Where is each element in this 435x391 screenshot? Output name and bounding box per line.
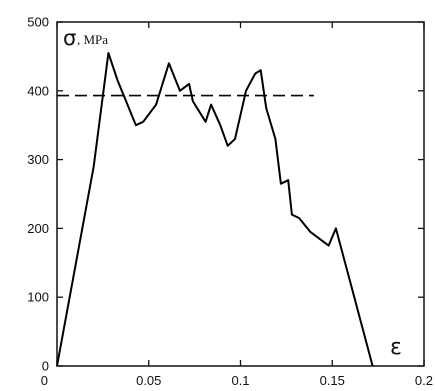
y-tick-label: 300 <box>27 152 49 167</box>
y-tick-labels: 0 100 200 300 400 500 <box>27 15 49 374</box>
x-tick-label: 0.1 <box>231 373 249 388</box>
y-axis-title-unit: , MPa <box>77 32 108 47</box>
x-tick-label: 0 <box>41 373 48 388</box>
y-tick-label: 400 <box>27 83 49 98</box>
y-tick-label: 0 <box>42 359 49 374</box>
x-tick-label: 0.05 <box>136 373 161 388</box>
y-tick-label: 100 <box>27 290 49 305</box>
y-tick-label: 500 <box>27 15 49 30</box>
y-tick-label: 200 <box>27 221 49 236</box>
tick-marks <box>56 21 425 367</box>
x-tick-label: 0.15 <box>320 373 345 388</box>
x-tick-label: 0.2 <box>415 373 433 388</box>
x-axis-title: ε <box>390 335 402 360</box>
x-tick-labels: 0 0.05 0.1 0.15 0.2 <box>41 373 433 388</box>
stress-strain-curve <box>56 52 374 367</box>
y-axis-title-symbol: σ <box>63 26 76 50</box>
plot-frame <box>56 21 425 367</box>
